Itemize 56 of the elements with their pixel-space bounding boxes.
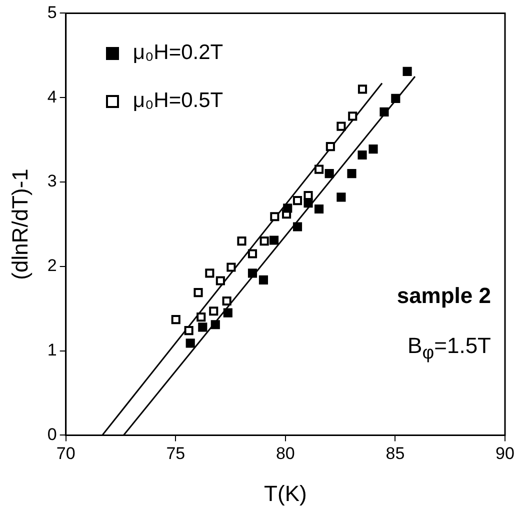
point (304, 198, 313, 208)
point (336, 122, 346, 131)
point (186, 338, 195, 348)
point (209, 306, 218, 316)
y-tick-label: 1 (47, 340, 57, 360)
point (260, 236, 269, 246)
point (171, 315, 180, 324)
point (368, 144, 378, 154)
y-axis-title: (dlnR/dT)-1 (7, 168, 32, 280)
point (292, 222, 302, 232)
point (314, 164, 324, 174)
point (358, 84, 368, 94)
point (270, 212, 280, 222)
point (402, 66, 412, 76)
x-tick-label: 75 (166, 444, 186, 464)
y-tick-label: 4 (47, 87, 57, 106)
point (391, 94, 400, 103)
point (222, 296, 232, 306)
x-tick-label: 90 (496, 444, 514, 464)
point (226, 262, 236, 272)
x-tick-label: 80 (276, 444, 295, 464)
point (237, 236, 246, 246)
point (336, 192, 346, 202)
point (184, 326, 194, 336)
point (210, 320, 220, 330)
point (326, 142, 335, 152)
y-tick-label: 0 (47, 424, 57, 444)
y-tick-label: 5 (47, 2, 57, 22)
point (258, 275, 268, 284)
x-tick-label: 70 (56, 444, 76, 464)
x-axis-title: T(K) (264, 480, 307, 506)
point (223, 308, 232, 318)
y-tick-label: 2 (47, 256, 57, 276)
point (205, 268, 214, 278)
point (292, 196, 302, 206)
y-tick-label: 3 (47, 172, 57, 191)
legend-label: μ₀H=0.2T (132, 41, 224, 66)
point (347, 169, 356, 178)
point (314, 204, 324, 214)
point (324, 169, 334, 178)
legend-label: μ₀H=0.5T (132, 89, 224, 114)
point (196, 312, 206, 322)
annotation: sample 2 (396, 283, 491, 310)
point (380, 107, 389, 116)
x-tick-label: 85 (386, 444, 405, 464)
point (358, 150, 367, 160)
point (216, 276, 225, 286)
point (304, 190, 313, 200)
point (194, 288, 203, 298)
point (248, 249, 258, 258)
annotation: B$_{φ}$=1.5T (408, 333, 491, 364)
point (269, 236, 279, 245)
point (198, 322, 208, 332)
point (248, 268, 258, 278)
point (283, 204, 292, 213)
point (348, 112, 358, 121)
